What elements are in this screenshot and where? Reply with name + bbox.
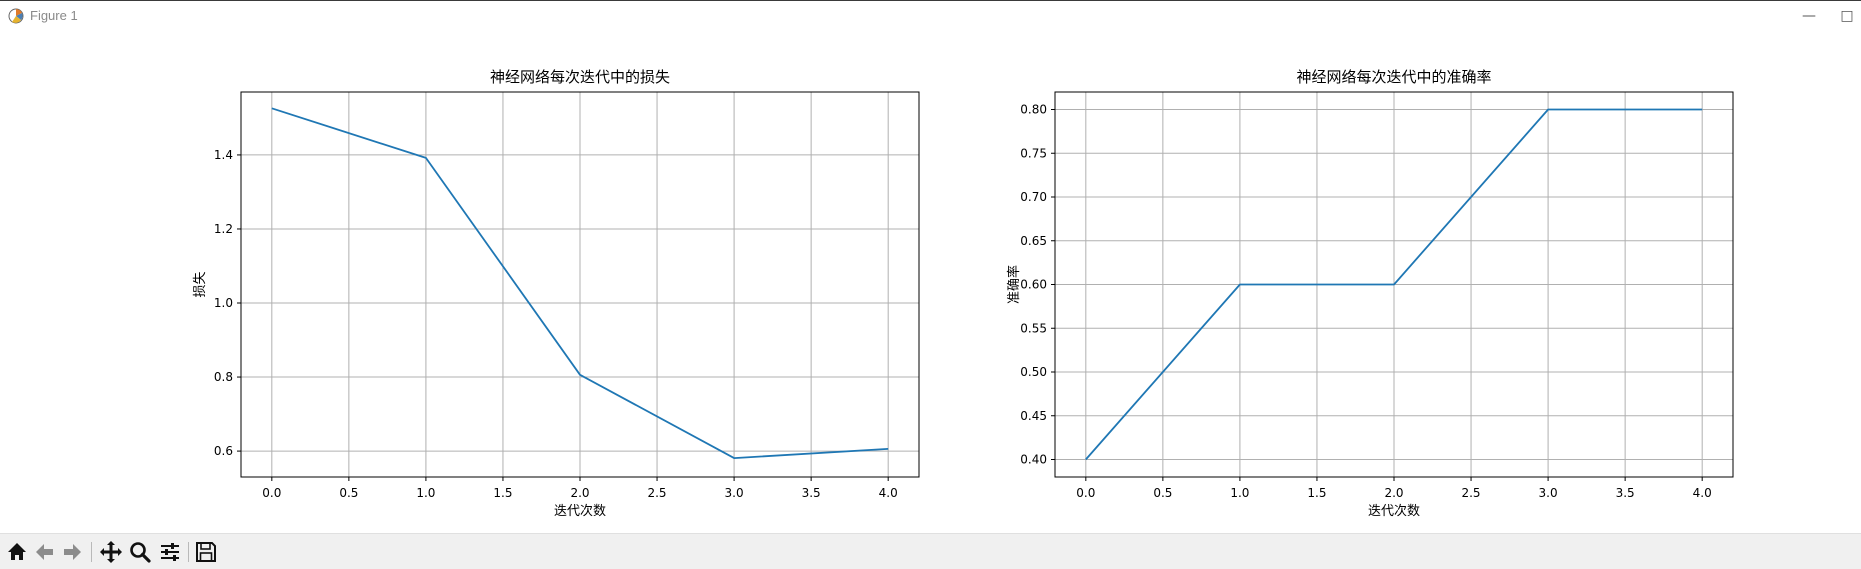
chart-2-y-tick-label: 0.75 <box>1020 146 1047 160</box>
zoom-icon[interactable] <box>127 539 153 565</box>
chart-2-y-tick-label: 0.70 <box>1020 190 1047 204</box>
chart-2-title: 神经网络每次迭代中的准确率 <box>1296 68 1491 86</box>
chart-2-x-tick-label: 3.5 <box>1616 486 1635 500</box>
chart-2-x-axis-label: 迭代次数 <box>1368 503 1420 519</box>
chart-1-y-tick-label: 1.4 <box>214 148 233 162</box>
plot-area: 0.0 0.5 1.0 1.5 2.0 2.5 3.0 3.5 4.0 0.6 0.8 1.0 1.2 1… <box>0 31 1861 533</box>
chart-1-x-tick-label: 2.0 <box>570 486 589 500</box>
figure-canvas: 0.0 0.5 1.0 1.5 2.0 2.5 3.0 3.5 4.0 0.6 0.8 1.0 1.2 1… <box>193 68 1734 519</box>
chart-1-y-tick-label: 1.0 <box>214 296 233 310</box>
window-title: Figure 1 <box>30 8 78 23</box>
toolbar-separator <box>91 542 92 562</box>
chart-1-y-tick-label: 0.8 <box>214 370 233 384</box>
chart-2-x-tick-label: 2.0 <box>1384 486 1403 500</box>
chart-1-y-tick-label: 0.6 <box>214 444 233 458</box>
chart-2-x-tick-label: 3.0 <box>1539 486 1558 500</box>
forward-arrow-icon[interactable] <box>59 539 85 565</box>
chart-2-x-tick-label: 0.5 <box>1153 486 1172 500</box>
chart-1-x-tick-label: 3.5 <box>802 486 821 500</box>
chart-1-x-tick-label: 1.5 <box>493 486 512 500</box>
title-bar: Figure 1 — □ <box>0 1 1861 31</box>
chart-2-y-axis-label: 准确率 <box>1006 265 1022 304</box>
chart-2-x-tick-label: 0.0 <box>1076 486 1095 500</box>
save-icon[interactable] <box>193 539 219 565</box>
chart-2-axes-frame <box>1054 91 1734 478</box>
configure-subplots-icon[interactable] <box>157 539 183 565</box>
chart-1-x-tick-label: 1.0 <box>416 486 435 500</box>
chart-2-y-tick-label: 0.55 <box>1020 321 1047 335</box>
chart-1-x-tick-label: 3.0 <box>725 486 744 500</box>
minimize-button[interactable]: — <box>1802 8 1816 24</box>
chart-1-series-line <box>271 107 889 460</box>
chart-2-y-tick-label: 0.60 <box>1020 278 1047 292</box>
chart-2-x-tick-label: 4.0 <box>1693 486 1712 500</box>
chart-2-y-tick-label: 0.80 <box>1020 103 1047 117</box>
chart-2-y-tick-label: 0.65 <box>1020 234 1047 248</box>
chart-1-y-tick-label: 1.2 <box>214 222 233 236</box>
chart-1-x-tick-label: 0.0 <box>262 486 281 500</box>
chart-1-x-tick-label: 2.5 <box>647 486 666 500</box>
chart-2-y-tick-label: 0.40 <box>1020 453 1047 467</box>
chart-2-series-line <box>1085 108 1703 461</box>
pan-icon[interactable] <box>98 539 124 565</box>
chart-1-x-axis-label: 迭代次数 <box>554 503 606 519</box>
chart-1-y-axis-label: 损失 <box>193 271 208 297</box>
chart-1-x-tick-label: 0.5 <box>339 486 358 500</box>
chart-2-y-tick-label: 0.50 <box>1020 365 1047 379</box>
chart-1-axes-frame <box>240 91 920 478</box>
chart-2-x-tick-label: 1.0 <box>1230 486 1249 500</box>
chart-2-y-tick-label: 0.45 <box>1020 409 1047 423</box>
chart-1-x-tick-label: 4.0 <box>879 486 898 500</box>
chart-1-title: 神经网络每次迭代中的损失 <box>490 68 670 86</box>
navigation-toolbar <box>0 533 1861 569</box>
matplotlib-icon <box>8 8 24 24</box>
back-arrow-icon[interactable] <box>32 539 58 565</box>
chart-2-x-tick-label: 1.5 <box>1307 486 1326 500</box>
chart-2-x-tick-label: 2.5 <box>1461 486 1480 500</box>
toolbar-separator <box>188 542 189 562</box>
maximize-button[interactable]: □ <box>1840 8 1854 24</box>
home-icon[interactable] <box>4 539 30 565</box>
